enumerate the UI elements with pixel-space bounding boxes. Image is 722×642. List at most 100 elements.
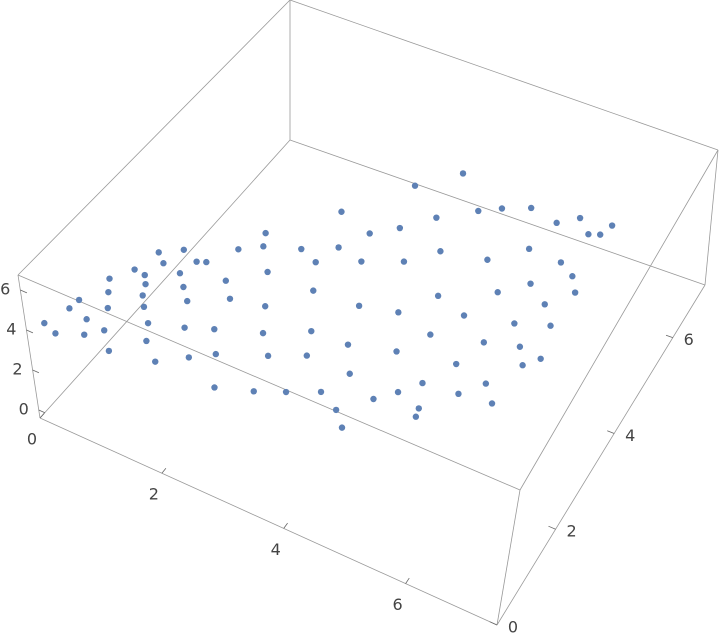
point	[262, 229, 269, 237]
point	[571, 289, 579, 296]
point	[303, 352, 311, 359]
point	[516, 343, 524, 350]
point	[212, 350, 220, 358]
point	[310, 287, 317, 294]
point	[152, 358, 159, 365]
point	[160, 260, 167, 267]
point	[537, 355, 544, 362]
point	[400, 258, 408, 265]
point	[264, 352, 272, 360]
point	[475, 207, 482, 215]
y-tick-label: 4	[625, 426, 635, 445]
point	[104, 304, 111, 312]
point	[412, 413, 420, 420]
x-tick-label: 2	[149, 485, 159, 504]
point	[484, 256, 491, 263]
point	[259, 329, 267, 337]
point	[142, 280, 149, 288]
point	[459, 170, 467, 177]
x-tick	[161, 467, 167, 474]
point	[370, 395, 377, 403]
point	[427, 331, 434, 338]
x-tick	[405, 577, 410, 584]
point	[434, 292, 442, 300]
point	[235, 246, 242, 253]
point	[411, 182, 419, 189]
point	[75, 296, 83, 304]
point	[576, 214, 584, 222]
x-tick	[283, 522, 288, 529]
point	[226, 295, 234, 302]
point	[525, 245, 533, 253]
box-edge	[519, 149, 719, 491]
z-tick	[20, 289, 28, 294]
z-tick	[32, 369, 40, 374]
point	[344, 341, 352, 348]
point	[131, 266, 138, 273]
point	[332, 406, 340, 414]
point	[453, 360, 460, 368]
point	[393, 348, 400, 355]
point	[482, 380, 490, 387]
point	[553, 219, 560, 227]
x-tick	[39, 413, 45, 419]
box-edge	[496, 284, 706, 626]
point	[480, 339, 488, 346]
x-tick-label: 4	[271, 540, 281, 559]
point	[298, 245, 305, 253]
point	[488, 400, 496, 407]
y-tick	[607, 430, 615, 434]
box-edge	[17, 0, 291, 276]
y-tick-label: 2	[566, 522, 576, 541]
point	[395, 309, 402, 316]
point	[569, 273, 576, 280]
point	[366, 230, 373, 237]
point	[181, 324, 188, 331]
point	[83, 316, 90, 323]
point	[180, 283, 187, 291]
point	[494, 289, 501, 296]
point	[264, 268, 271, 276]
point	[317, 388, 325, 396]
point	[155, 249, 162, 256]
point	[193, 258, 200, 265]
point	[597, 231, 604, 238]
point	[312, 258, 319, 266]
point	[585, 231, 592, 238]
x-tick-label: 6	[393, 595, 403, 614]
box-edge	[39, 417, 498, 626]
point	[527, 204, 535, 212]
point	[608, 222, 616, 229]
point	[415, 405, 422, 412]
point	[222, 277, 230, 284]
box-edge	[289, 0, 719, 151]
point	[519, 362, 526, 369]
point	[144, 319, 152, 327]
point	[282, 388, 290, 396]
point	[81, 331, 88, 338]
point	[498, 205, 506, 212]
point	[419, 379, 426, 387]
z-tick	[26, 329, 34, 334]
point	[250, 388, 257, 395]
point	[211, 325, 218, 333]
point	[338, 208, 345, 215]
y-tick	[489, 621, 498, 626]
point	[557, 259, 565, 266]
z-tick-label: 0	[19, 400, 29, 419]
y-tick	[665, 334, 673, 339]
point	[140, 303, 148, 311]
point	[547, 322, 554, 329]
point	[184, 297, 191, 305]
point	[358, 258, 365, 265]
point	[260, 243, 267, 250]
point	[455, 390, 462, 398]
z-tick-label: 2	[12, 360, 22, 379]
point	[511, 320, 518, 327]
point	[433, 214, 440, 221]
box-edge	[39, 139, 291, 419]
point	[346, 370, 353, 377]
point	[527, 280, 534, 287]
point	[139, 292, 146, 299]
